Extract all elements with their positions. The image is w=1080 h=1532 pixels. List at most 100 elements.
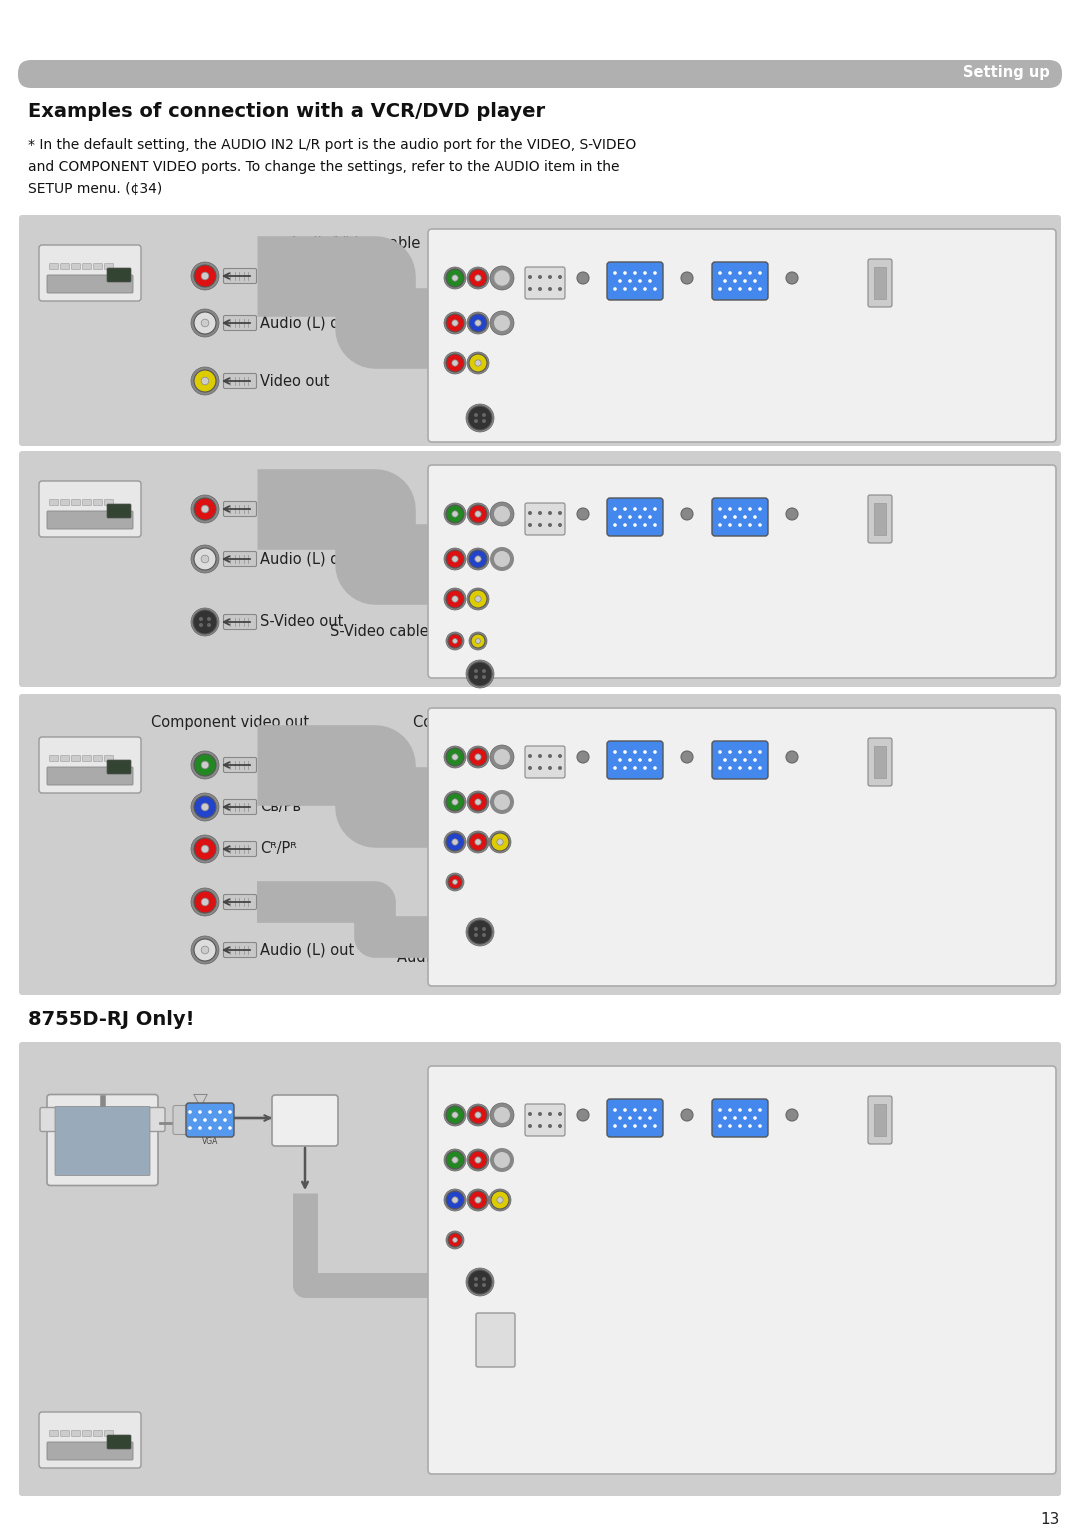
FancyBboxPatch shape [186, 1103, 234, 1137]
FancyBboxPatch shape [224, 316, 257, 331]
Circle shape [194, 548, 216, 570]
Circle shape [753, 279, 757, 283]
Circle shape [648, 1117, 652, 1120]
FancyBboxPatch shape [50, 499, 58, 506]
Circle shape [558, 766, 562, 771]
Circle shape [191, 368, 219, 395]
Circle shape [201, 803, 208, 810]
Circle shape [469, 314, 487, 332]
Circle shape [482, 1282, 486, 1287]
FancyBboxPatch shape [94, 264, 103, 270]
Text: RGB IN2 □: RGB IN2 □ [800, 1108, 841, 1117]
Circle shape [743, 515, 746, 519]
Text: 13: 13 [1040, 1512, 1059, 1527]
Circle shape [467, 352, 489, 374]
Circle shape [465, 660, 494, 688]
Text: AUDIO IN1: AUDIO IN1 [515, 594, 559, 604]
Circle shape [218, 1126, 221, 1129]
Circle shape [644, 507, 647, 510]
Circle shape [748, 271, 752, 274]
Circle shape [538, 1124, 542, 1128]
Circle shape [724, 279, 727, 283]
Circle shape [528, 512, 532, 515]
Circle shape [548, 766, 552, 771]
FancyBboxPatch shape [19, 214, 1061, 446]
Circle shape [753, 515, 757, 519]
FancyBboxPatch shape [94, 1431, 103, 1437]
Circle shape [623, 524, 626, 527]
Circle shape [758, 524, 761, 527]
FancyBboxPatch shape [60, 499, 69, 506]
Circle shape [453, 1238, 458, 1242]
Circle shape [758, 1124, 761, 1128]
FancyBboxPatch shape [40, 1108, 165, 1132]
Circle shape [467, 267, 489, 290]
Circle shape [739, 1108, 742, 1112]
Circle shape [218, 1111, 221, 1114]
Text: Examples of connection with a VCR/DVD player: Examples of connection with a VCR/DVD pl… [28, 103, 545, 121]
Circle shape [528, 766, 532, 771]
FancyBboxPatch shape [224, 268, 257, 283]
Text: SETUP menu. (¢34): SETUP menu. (¢34) [28, 182, 162, 196]
Circle shape [558, 286, 562, 291]
Circle shape [474, 669, 478, 673]
Circle shape [623, 271, 626, 274]
FancyBboxPatch shape [868, 259, 892, 306]
Text: AUDIO IN2: AUDIO IN2 [462, 490, 515, 499]
Circle shape [528, 1112, 532, 1115]
FancyBboxPatch shape [874, 746, 886, 778]
Circle shape [208, 1126, 212, 1129]
Circle shape [451, 510, 458, 518]
Circle shape [469, 833, 487, 850]
Circle shape [733, 1117, 737, 1120]
Circle shape [453, 879, 458, 884]
Text: RGB OUT □: RGB OUT □ [800, 283, 845, 293]
Circle shape [497, 840, 503, 846]
FancyBboxPatch shape [712, 262, 768, 300]
Circle shape [451, 320, 458, 326]
Circle shape [191, 936, 219, 964]
Circle shape [451, 1112, 458, 1118]
FancyBboxPatch shape [107, 760, 131, 774]
Text: * In the default setting, the AUDIO IN2 L/R port is the audio port for the VIDEO: * In the default setting, the AUDIO IN2 … [28, 138, 636, 152]
Circle shape [191, 889, 219, 916]
FancyBboxPatch shape [19, 1042, 1061, 1497]
Circle shape [681, 751, 693, 763]
Text: USB: USB [895, 504, 910, 513]
Circle shape [728, 766, 732, 769]
Circle shape [638, 758, 642, 761]
Circle shape [444, 830, 465, 853]
Circle shape [446, 633, 464, 650]
Circle shape [474, 418, 478, 423]
Circle shape [748, 1124, 752, 1128]
Text: Cʙ/Pʙ: Cʙ/Pʙ [260, 800, 301, 815]
FancyBboxPatch shape [224, 501, 257, 516]
FancyBboxPatch shape [71, 264, 81, 270]
Circle shape [469, 794, 487, 810]
Circle shape [644, 286, 647, 291]
Circle shape [475, 360, 482, 366]
Text: S-VIDEO: S-VIDEO [440, 669, 474, 679]
Circle shape [446, 506, 464, 522]
FancyBboxPatch shape [50, 1431, 58, 1437]
Circle shape [446, 1151, 464, 1169]
FancyBboxPatch shape [50, 755, 58, 761]
Circle shape [207, 624, 211, 627]
Circle shape [444, 267, 465, 290]
Text: Y: Y [449, 499, 455, 509]
FancyBboxPatch shape [874, 267, 886, 299]
FancyBboxPatch shape [39, 737, 141, 794]
Circle shape [188, 1126, 192, 1129]
Circle shape [201, 761, 208, 769]
Circle shape [728, 507, 732, 510]
Circle shape [490, 547, 514, 571]
Circle shape [724, 1117, 727, 1120]
Circle shape [497, 1196, 503, 1203]
Text: AUDIO OUT: AUDIO OUT [515, 1155, 563, 1164]
Circle shape [467, 502, 489, 525]
Circle shape [728, 751, 732, 754]
Circle shape [451, 274, 458, 282]
Circle shape [648, 758, 652, 761]
Circle shape [718, 524, 721, 527]
Circle shape [644, 1108, 647, 1112]
